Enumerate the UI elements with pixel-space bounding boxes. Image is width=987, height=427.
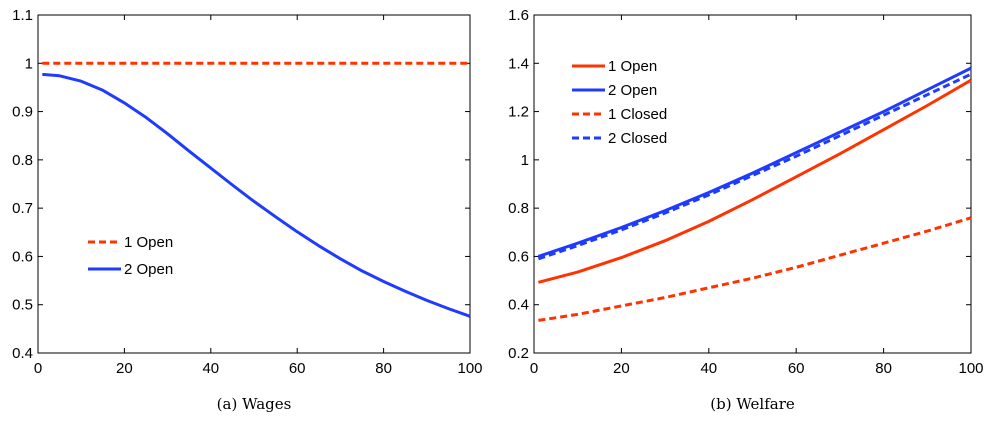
series-line-2-open: [537, 66, 972, 258]
y-tick-label: 1.6: [508, 7, 529, 24]
y-tick-label: 1.2: [508, 104, 529, 121]
legend-label: 1 Closed: [608, 106, 667, 123]
legend-label: 2 Open: [124, 261, 173, 278]
figure-caption: (b) Welfare: [710, 395, 795, 413]
y-tick-label: 0.4: [12, 345, 33, 362]
series-line-1-open: [538, 78, 972, 284]
y-tick-label: 0.6: [508, 248, 529, 265]
y-tick-label: 0.8: [508, 200, 529, 217]
x-tick-label: 20: [613, 360, 630, 377]
x-tick-label: 80: [875, 360, 892, 377]
wages-chart: 0 20 40 60 80 100 0.4 0.5 0.6 0.7 0.8 0.9 1 1.1 1 Open…: [12, 7, 482, 413]
y-tick-label: 0.9: [12, 104, 33, 121]
y-tick-label: 1.1: [12, 7, 33, 24]
plot-frame: [37, 14, 471, 354]
x-tick-label: 100: [958, 360, 983, 377]
y-tick-label: 0.5: [12, 297, 33, 314]
x-tick-label: 0: [530, 360, 538, 377]
x-tick-label: 60: [788, 360, 805, 377]
x-tick-label: 60: [289, 360, 306, 377]
y-tick-label: 0.7: [12, 200, 33, 217]
x-tick-label: 20: [116, 360, 133, 377]
y-tick-label: 0.6: [12, 248, 33, 265]
y-tick-label: 1.4: [508, 55, 529, 72]
legend-label: 2 Open: [608, 82, 657, 99]
series-line-2-open: [42, 72, 471, 318]
y-tick-label: 0.8: [12, 152, 33, 169]
x-tick-label: 40: [700, 360, 717, 377]
x-tick-label: 0: [34, 360, 42, 377]
welfare-chart: 0 20 40 60 80 100 0.2 0.4 0.6 0.8 1 1.2 1.4 1.6 1 Open…: [508, 7, 983, 413]
y-tick-label: 0.4: [508, 297, 529, 314]
series-line-2-closed: [537, 72, 972, 261]
legend-label: 2 Closed: [608, 130, 667, 147]
figure-caption: (a) Wages: [217, 395, 292, 413]
x-tick-label: 100: [457, 360, 482, 377]
y-tick-label: 1: [25, 55, 33, 72]
x-tick-label: 80: [375, 360, 392, 377]
legend-label: 1 Open: [608, 58, 657, 75]
y-tick-label: 0.2: [508, 345, 529, 362]
legend-label: 1 Open: [124, 234, 173, 251]
series-line-1-closed: [538, 216, 972, 322]
y-tick-label: 1: [521, 152, 529, 169]
plot-frame: [533, 14, 972, 354]
x-tick-label: 40: [202, 360, 219, 377]
